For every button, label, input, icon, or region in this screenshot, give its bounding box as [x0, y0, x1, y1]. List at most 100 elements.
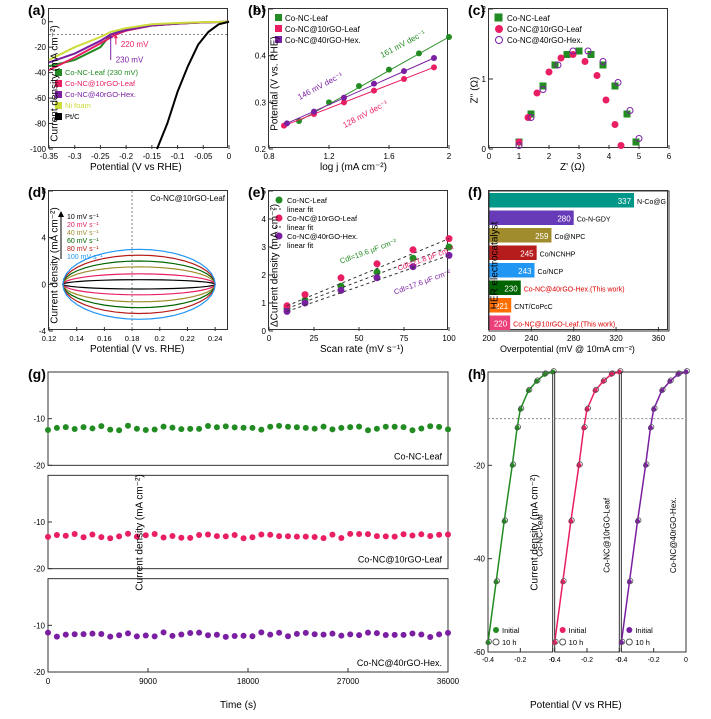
panel-a-ylabel: Current density (mA cm⁻²)	[50, 14, 61, 154]
svg-text:220 mV: 220 mV	[121, 40, 149, 49]
svg-text:Co/NCNHP: Co/NCNHP	[540, 251, 576, 258]
svg-text:27000: 27000	[337, 677, 360, 686]
svg-text:-0.2: -0.2	[119, 152, 133, 161]
svg-text:2: 2	[482, 5, 487, 14]
svg-text:2: 2	[447, 152, 452, 161]
svg-text:N-Co@G: N-Co@G	[637, 199, 666, 206]
svg-text:3: 3	[577, 152, 582, 161]
svg-text:-100: -100	[30, 145, 47, 154]
svg-text:0: 0	[482, 145, 487, 154]
svg-text:CNT/CoPcC: CNT/CoPcC	[514, 304, 553, 311]
panel-c-ylabel: Z'' (Ω)	[470, 64, 481, 104]
svg-text:40 mV s⁻¹: 40 mV s⁻¹	[67, 230, 99, 237]
svg-text:-10: -10	[33, 518, 45, 527]
svg-text:240: 240	[525, 334, 539, 343]
svg-text:-20: -20	[33, 668, 45, 677]
svg-text:Co-NC@40rGO-Hex.: Co-NC@40rGO-Hex.	[285, 36, 361, 45]
svg-text:128 mV dec⁻¹: 128 mV dec⁻¹	[341, 98, 389, 129]
svg-text:-0.4: -0.4	[615, 657, 627, 664]
svg-text:-10: -10	[33, 621, 45, 630]
svg-text:280: 280	[567, 334, 581, 343]
svg-text:Initial: Initial	[569, 626, 587, 635]
panel-h-xlabel: Potential (V vs RHE)	[530, 700, 622, 711]
svg-text:Co@NPC: Co@NPC	[554, 234, 585, 241]
svg-text:Co-NC@40rGO-Hex.: Co-NC@40rGO-Hex.	[507, 36, 583, 45]
svg-text:-0.25: -0.25	[91, 152, 110, 161]
svg-text:Co-NC-Leaf: Co-NC-Leaf	[285, 14, 328, 23]
svg-text:18000: 18000	[237, 677, 260, 686]
svg-text:2: 2	[262, 271, 267, 280]
panel-c: 0123456012Co-NC-LeafCo-NC@10rGO-LeafCo-N…	[488, 8, 668, 148]
svg-text:-20: -20	[33, 461, 45, 470]
svg-text:360: 360	[652, 334, 666, 343]
svg-text:Co-NC@10rGO-Leaf: Co-NC@10rGO-Leaf	[150, 194, 226, 203]
svg-text:Co-NC@10rGO-Leaf: Co-NC@10rGO-Leaf	[65, 79, 136, 88]
panel-h: Co-NC-LeafInitial10 h-0.4-0.20-60-40-200…	[488, 372, 688, 682]
svg-text:-40: -40	[34, 69, 46, 78]
svg-text:0: 0	[42, 18, 47, 27]
svg-text:245: 245	[520, 249, 534, 258]
svg-text:-0.15: -0.15	[143, 152, 162, 161]
svg-text:36000: 36000	[437, 677, 460, 686]
svg-text:-0.05: -0.05	[194, 152, 213, 161]
svg-text:linear fit: linear fit	[287, 241, 314, 250]
svg-text:Ni foam: Ni foam	[65, 101, 91, 110]
panel-e-ylabel: ΔCurrent density (mA cm⁻²)	[270, 196, 281, 336]
svg-text:Pt/C: Pt/C	[65, 112, 80, 121]
panel-f: 337N-Co@G280Co-N-GDY259Co@NPC245Co/NCNHP…	[488, 190, 668, 330]
svg-text:5: 5	[262, 187, 267, 196]
svg-text:linear fit: linear fit	[287, 223, 314, 232]
svg-text:0: 0	[684, 657, 688, 664]
svg-text:-20: -20	[473, 461, 485, 470]
svg-text:0.2: 0.2	[255, 145, 267, 154]
panel-e: 0255075100012345Cdl=19.6 μF cm⁻²Cdl=21.8…	[268, 190, 448, 330]
svg-text:0: 0	[42, 280, 47, 289]
svg-text:-20: -20	[33, 565, 45, 574]
svg-text:Co-NC@10rGO-Leaf.(This work): Co-NC@10rGO-Leaf.(This work)	[513, 321, 615, 328]
svg-text:1: 1	[517, 152, 522, 161]
svg-text:-0.4: -0.4	[549, 657, 561, 664]
panel-h-ylabel: Current density (mA cm⁻²)	[530, 393, 541, 673]
svg-text:337: 337	[618, 197, 632, 206]
svg-text:-60: -60	[473, 648, 485, 657]
svg-text:Co-NC@10rGO-Leaf: Co-NC@10rGO-Leaf	[602, 497, 611, 573]
panel-f-xlabel: Overpotential (mV @ 10mA cm⁻²)	[500, 344, 635, 355]
panel-d: 0.120.140.160.180.20.220.24-4048Co-NC@10…	[48, 190, 228, 330]
svg-text:0: 0	[46, 677, 51, 686]
svg-text:100: 100	[442, 334, 456, 343]
svg-text:Co-NC@10rGO-Leaf: Co-NC@10rGO-Leaf	[358, 555, 443, 565]
panel-a-xlabel: Potential (V vs RHE)	[90, 162, 182, 173]
svg-text:75: 75	[400, 334, 409, 343]
svg-text:Initial: Initial	[502, 626, 520, 635]
panel-f-label: (f)	[468, 184, 482, 200]
svg-text:60 mV s⁻¹: 60 mV s⁻¹	[67, 238, 99, 245]
svg-text:4: 4	[42, 234, 47, 243]
svg-text:8: 8	[42, 187, 47, 196]
svg-text:Co-NC@40rGO-Hex.: Co-NC@40rGO-Hex.	[357, 658, 442, 668]
svg-text:320: 320	[609, 334, 623, 343]
svg-text:3: 3	[262, 243, 267, 252]
svg-text:280: 280	[557, 214, 571, 223]
svg-text:0.22: 0.22	[180, 334, 195, 343]
svg-text:Co-NC@10rGO-Leaf: Co-NC@10rGO-Leaf	[285, 25, 361, 34]
svg-text:0.2: 0.2	[155, 334, 165, 343]
svg-text:100 mV s⁻¹: 100 mV s⁻¹	[67, 254, 103, 261]
svg-text:1: 1	[482, 75, 487, 84]
svg-text:Co-NC@10rGO-Leaf: Co-NC@10rGO-Leaf	[507, 25, 583, 34]
svg-text:10 h: 10 h	[502, 638, 517, 647]
svg-text:230 mV: 230 mV	[116, 55, 144, 64]
svg-text:4: 4	[607, 152, 612, 161]
svg-text:6: 6	[667, 152, 672, 161]
panel-a: -0.35-0.3-0.25-0.2-0.15-0.1-0.050-100-80…	[48, 8, 228, 148]
svg-text:0.14: 0.14	[69, 334, 84, 343]
svg-text:0: 0	[262, 327, 267, 336]
svg-text:Co-N-GDY: Co-N-GDY	[577, 216, 611, 223]
svg-text:Initial: Initial	[635, 626, 653, 635]
svg-text:20 mV s⁻¹: 20 mV s⁻¹	[67, 222, 99, 229]
svg-text:-0.2: -0.2	[648, 657, 660, 664]
svg-text:0.3: 0.3	[255, 98, 267, 107]
panel-b-xlabel: log j (mA cm⁻²)	[320, 162, 387, 173]
svg-text:25: 25	[310, 334, 319, 343]
svg-text:0.4: 0.4	[255, 52, 267, 61]
svg-text:-0.2: -0.2	[514, 657, 526, 664]
